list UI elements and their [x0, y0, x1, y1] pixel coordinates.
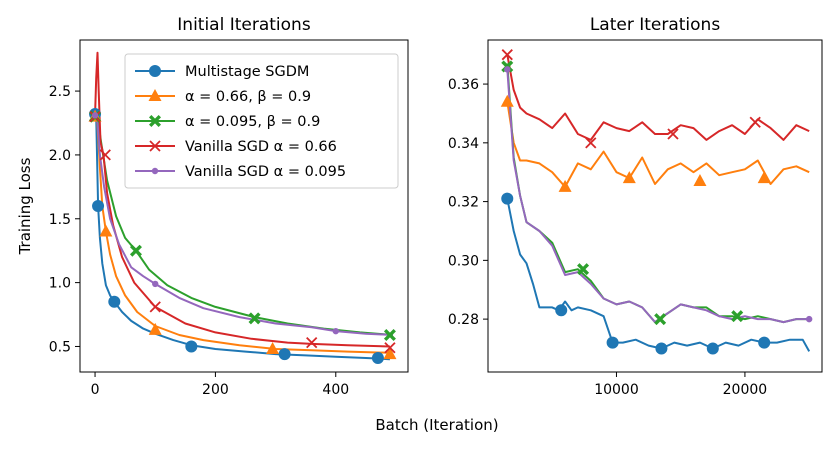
legend-entry-label: α = 0.095, β = 0.9 — [185, 114, 320, 130]
legend-swatch-marker — [149, 115, 161, 127]
chart-title: Later Iterations — [590, 15, 721, 35]
y-tick-label: 0.30 — [448, 253, 479, 269]
legend-swatch-marker — [149, 65, 161, 77]
data-point-0-5 — [758, 336, 771, 349]
data-point-3-2 — [149, 301, 161, 313]
data-point-4-0 — [504, 66, 511, 73]
y-tick-label: 0.34 — [448, 136, 479, 152]
data-point-0-1 — [555, 304, 568, 317]
data-point-4-0 — [91, 112, 99, 119]
data-point-0-0 — [501, 192, 514, 205]
series-line-0 — [506, 198, 811, 352]
data-point-1-4 — [383, 347, 397, 360]
panel-initial-iterations: 0 200 400 0.5 1.0 1.5 2.0 2.5 Initial Iterations… — [16, 15, 409, 398]
data-point-0-4 — [706, 342, 719, 355]
data-point-3-3 — [306, 336, 318, 349]
legend-box — [124, 53, 399, 189]
chart-title: Initial Iterations — [177, 15, 311, 35]
data-point-1-3 — [266, 342, 280, 355]
legend-entry-label: Vanilla SGD α = 0.66 — [185, 139, 337, 155]
data-point-3-1 — [585, 137, 597, 149]
data-point-1-1 — [558, 179, 572, 192]
series-line-0 — [94, 113, 390, 361]
y-tick-label: 0.32 — [448, 195, 479, 211]
legend-swatch-marker — [151, 167, 159, 175]
shared-x-axis-label: Batch (Iteration) — [375, 416, 498, 434]
y-tick-label: 2.0 — [49, 148, 71, 164]
data-point-0-4 — [278, 348, 291, 361]
series-line-3 — [506, 54, 810, 141]
panel-later-iterations: 10000 20000 0.28 0.30 0.32 0.34 0.36 Later Iter… — [448, 15, 823, 398]
data-point-1-2 — [148, 322, 162, 335]
data-point-1-2 — [622, 171, 636, 184]
legend-entry-label: Multistage SGDM — [185, 64, 309, 80]
data-point-2-2 — [654, 313, 667, 326]
series-line-2 — [506, 63, 810, 324]
data-point-1-0 — [500, 94, 514, 107]
y-tick-label: 1.0 — [49, 276, 71, 292]
data-point-0-2 — [606, 336, 619, 349]
data-point-0-3 — [655, 342, 668, 355]
data-point-0-1 — [92, 200, 105, 212]
data-point-2-2 — [248, 312, 261, 325]
legend: Multistage SGDM α = 0.66, β = 0.9 α = 0.09… — [124, 53, 399, 189]
y-tick-label: 0.28 — [448, 312, 479, 328]
data-point-1-3 — [693, 174, 707, 187]
data-point-0-2 — [108, 295, 121, 308]
data-point-2-1 — [577, 263, 590, 276]
y-tick-label: 2.5 — [49, 84, 71, 100]
x-tick-label: 200 — [202, 382, 229, 398]
data-point-1-1 — [99, 224, 113, 237]
plot-frame — [487, 39, 823, 373]
y-tick-label: 0.5 — [49, 339, 71, 355]
data-point-3-3 — [749, 116, 761, 128]
data-point-3-4 — [384, 342, 396, 354]
x-tick-label: 400 — [322, 382, 349, 398]
x-tick-label: 20000 — [723, 382, 768, 398]
data-point-4-1 — [152, 280, 159, 288]
y-tick-label: 1.5 — [49, 212, 71, 228]
data-point-2-1 — [129, 244, 142, 257]
x-tick-label: 10000 — [594, 382, 639, 398]
series-line-3 — [94, 51, 390, 348]
data-point-4-1 — [805, 315, 813, 323]
legend-swatch-marker — [148, 89, 162, 101]
legend-swatch-marker — [149, 140, 161, 152]
plot-frame — [79, 39, 409, 373]
data-point-1-4 — [757, 171, 771, 184]
data-point-2-3 — [383, 328, 396, 341]
data-point-0-3 — [185, 340, 198, 353]
legend-entry-label: Vanilla SGD α = 0.095 — [185, 164, 346, 180]
series-line-4 — [506, 69, 810, 324]
y-axis-label: Training Loss — [16, 157, 34, 255]
data-point-3-0 — [501, 49, 513, 61]
data-point-4-2 — [332, 327, 339, 335]
y-tick-label: 0.36 — [448, 77, 479, 93]
data-point-0-5 — [371, 351, 384, 364]
data-point-3-1 — [99, 149, 111, 161]
data-point-3-2 — [667, 128, 679, 140]
x-tick-label: 0 — [91, 382, 100, 398]
legend-entry-label: α = 0.66, β = 0.9 — [185, 89, 311, 105]
data-point-2-3 — [731, 310, 744, 323]
series-line-1 — [506, 101, 810, 188]
